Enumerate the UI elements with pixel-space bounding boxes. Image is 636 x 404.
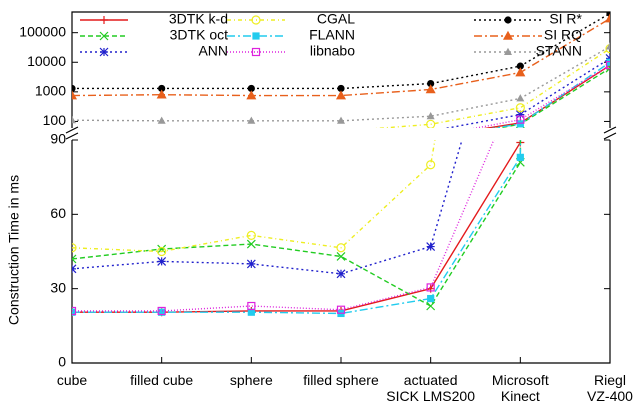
x-tick-label: Microsoft Kinect xyxy=(491,372,549,404)
marker xyxy=(504,16,512,24)
series-panel xyxy=(72,140,495,316)
marker xyxy=(502,30,514,40)
marker xyxy=(99,31,109,41)
x-tick-label: actuated SICK LMS200 xyxy=(386,372,476,404)
series-panel xyxy=(472,61,610,128)
marker xyxy=(72,264,77,274)
marker xyxy=(247,116,256,124)
marker xyxy=(606,58,610,66)
marker xyxy=(516,153,524,161)
y-tick-label: 100 xyxy=(43,112,67,128)
marker xyxy=(503,47,513,55)
marker xyxy=(336,252,346,261)
legend-label: CGAL xyxy=(317,11,355,27)
series-panel xyxy=(72,140,436,257)
marker xyxy=(157,116,166,124)
marker xyxy=(605,42,610,50)
y-tick-label: 60 xyxy=(50,205,66,221)
series-panel xyxy=(483,61,610,128)
x-tick-label: filled cube xyxy=(130,372,194,388)
marker xyxy=(516,94,525,102)
marker xyxy=(605,43,610,54)
marker xyxy=(515,103,525,113)
marker xyxy=(336,269,346,279)
marker xyxy=(157,256,167,266)
marker xyxy=(426,283,435,292)
series-panel xyxy=(72,42,610,124)
marker xyxy=(426,111,435,120)
marker xyxy=(247,301,256,311)
marker xyxy=(515,110,525,120)
marker xyxy=(72,254,77,264)
x-tick-label: Riegl VZ-400 xyxy=(587,372,633,404)
marker xyxy=(426,242,436,251)
series-panel xyxy=(443,53,610,128)
marker xyxy=(336,305,346,314)
marker xyxy=(72,243,77,253)
marker xyxy=(72,306,77,316)
marker xyxy=(246,90,257,100)
y-tick-label: 0 xyxy=(58,354,66,370)
y-tick-label: 100000 xyxy=(19,23,66,39)
marker xyxy=(157,306,166,316)
marker xyxy=(335,90,347,100)
marker xyxy=(516,120,524,128)
marker xyxy=(251,47,261,57)
marker xyxy=(336,243,346,253)
marker xyxy=(157,244,167,254)
marker xyxy=(246,259,256,269)
marker xyxy=(425,84,436,94)
marker xyxy=(100,16,108,24)
series-panel xyxy=(72,140,525,311)
y-axis-label: Construction Time in ms xyxy=(6,175,22,325)
series-panel xyxy=(72,140,463,279)
marker xyxy=(157,246,167,257)
marker xyxy=(516,115,525,124)
legend-label: ANN xyxy=(198,43,228,59)
y-tick-label: 90 xyxy=(50,131,66,147)
marker xyxy=(246,230,256,240)
marker xyxy=(515,67,526,77)
marker xyxy=(426,119,436,128)
marker xyxy=(72,84,76,93)
marker xyxy=(605,61,610,70)
marker xyxy=(246,239,256,249)
marker xyxy=(72,90,78,100)
marker xyxy=(426,160,436,170)
marker xyxy=(336,116,346,124)
x-tick-label: cube xyxy=(56,372,88,388)
y-tick-label: 30 xyxy=(50,279,66,295)
series-line xyxy=(495,67,610,128)
legend-label: STANN xyxy=(536,43,582,59)
legend-label: libnabo xyxy=(310,43,355,59)
series-line xyxy=(483,64,610,128)
marker xyxy=(99,47,109,57)
series-line xyxy=(72,140,436,253)
marker xyxy=(426,301,436,311)
series-line xyxy=(472,64,610,128)
marker xyxy=(251,15,261,25)
marker xyxy=(252,32,260,40)
series-panel xyxy=(72,13,610,100)
x-tick-label: filled sphere xyxy=(303,372,379,388)
series-panel xyxy=(495,63,610,128)
legend-label: 3DTK oct xyxy=(170,27,228,43)
marker xyxy=(604,13,610,23)
y-tick-label: 1000 xyxy=(35,83,66,99)
legend-label: SI RQ xyxy=(544,27,582,43)
marker xyxy=(72,115,77,124)
legend-label: SI R* xyxy=(549,11,582,27)
marker xyxy=(156,89,167,99)
x-tick-label: sphere xyxy=(229,372,273,388)
series-line xyxy=(490,61,610,128)
legend-label: FLANN xyxy=(309,27,355,43)
series-panel xyxy=(374,43,610,128)
marker xyxy=(427,294,435,303)
legend-label: 3DTK k-d xyxy=(169,11,228,27)
y-tick-label: 10000 xyxy=(27,53,66,69)
